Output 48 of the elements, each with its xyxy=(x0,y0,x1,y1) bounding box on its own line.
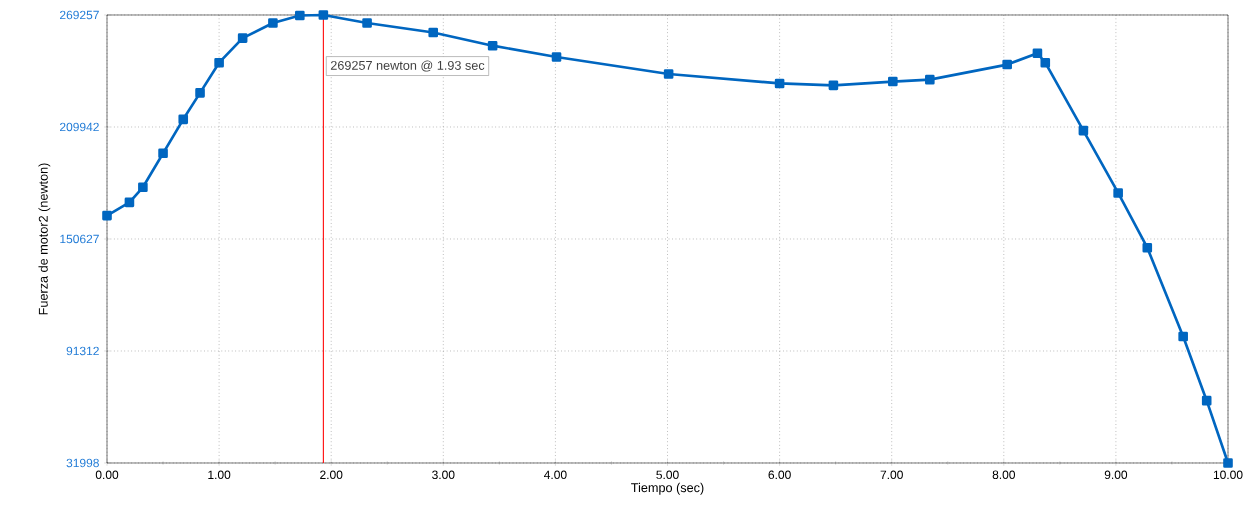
point xyxy=(1223,458,1233,468)
x-tick-label: 4.00 xyxy=(544,470,567,480)
point xyxy=(1002,59,1012,70)
y-tick-label: 150627 xyxy=(60,234,99,244)
point xyxy=(663,69,674,79)
point xyxy=(295,10,305,21)
point xyxy=(428,27,439,38)
point xyxy=(214,57,224,68)
point xyxy=(124,197,135,208)
point xyxy=(551,52,562,62)
point xyxy=(102,210,112,221)
point xyxy=(178,114,189,125)
x-tick-label: 6.00 xyxy=(768,470,791,480)
x-tick-label: 3.00 xyxy=(432,470,455,480)
x-tick-label: 5.00 xyxy=(656,470,679,480)
point xyxy=(1201,395,1212,406)
point xyxy=(138,182,148,193)
point xyxy=(774,78,785,89)
point xyxy=(1032,48,1043,59)
point xyxy=(487,40,498,51)
x-tick-label: 7.00 xyxy=(880,470,903,480)
point xyxy=(158,148,168,159)
point xyxy=(195,88,205,98)
y-tick-label: 209942 xyxy=(60,122,99,132)
point xyxy=(1142,242,1153,253)
y-tick-label: 269257 xyxy=(60,10,99,20)
point xyxy=(925,74,935,85)
point xyxy=(237,33,248,43)
point xyxy=(318,10,329,20)
y-tick-label: 31998 xyxy=(66,458,99,468)
x-tick-label: 9.00 xyxy=(1104,470,1128,480)
x-tick-label: 10.00 xyxy=(1213,470,1243,480)
x-tick-label: 0.00 xyxy=(95,470,119,480)
ref-line-label: 269257 newton @ 1.93 sec xyxy=(330,60,485,72)
point xyxy=(1040,57,1051,68)
x-axis-title: Tiempo (sec) xyxy=(631,482,704,495)
point xyxy=(268,18,278,28)
x-tick-label: 1.00 xyxy=(208,470,231,480)
point xyxy=(888,76,898,87)
point xyxy=(1113,188,1123,198)
y-tick-label: 91312 xyxy=(66,346,99,356)
point xyxy=(1078,125,1089,136)
point xyxy=(828,80,839,91)
x-tick-label: 8.00 xyxy=(992,470,1016,480)
point xyxy=(1178,331,1188,342)
x-tick-label: 2.00 xyxy=(320,470,343,480)
y-axis-title: Fuerza de motor2 (newton) xyxy=(38,163,51,315)
point xyxy=(362,18,372,28)
